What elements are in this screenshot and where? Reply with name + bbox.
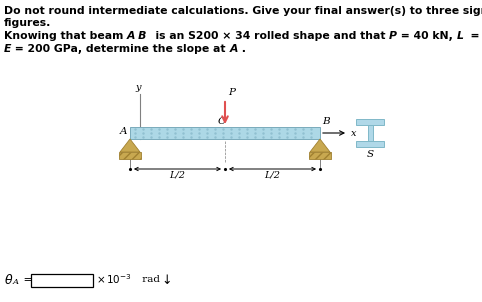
Text: $\theta$: $\theta$ [4, 273, 13, 287]
Text: y: y [135, 83, 141, 92]
Text: P: P [389, 31, 397, 41]
Text: rad: rad [139, 275, 160, 284]
Bar [356, 119, 384, 125]
Text: =: = [20, 275, 33, 285]
Text: x: x [351, 128, 357, 137]
Bar [309, 152, 331, 159]
Text: B: B [322, 117, 330, 126]
Text: = 200 GPa, determine the slope at: = 200 GPa, determine the slope at [12, 44, 229, 54]
Polygon shape [120, 139, 140, 152]
Text: L/2: L/2 [170, 171, 186, 180]
Text: Do not round intermediate calculations. Give your final answer(s) to three signi: Do not round intermediate calculations. … [4, 6, 482, 16]
Bar [130, 127, 320, 139]
Text: L: L [456, 31, 463, 41]
Text: ↓: ↓ [161, 275, 172, 288]
Bar [356, 141, 384, 147]
Text: A B: A B [127, 31, 147, 41]
Text: = 40 kN,: = 40 kN, [397, 31, 456, 41]
Text: A: A [229, 44, 238, 54]
Text: is an S200 × 34 rolled shape and that: is an S200 × 34 rolled shape and that [147, 31, 389, 41]
Text: = 3 m, and: = 3 m, and [463, 31, 482, 41]
Text: figures.: figures. [4, 18, 52, 28]
Text: A: A [120, 127, 127, 137]
Bar [31, 274, 93, 287]
Polygon shape [310, 139, 330, 152]
Bar [119, 152, 141, 159]
Text: C: C [218, 117, 226, 126]
Text: Knowing that beam: Knowing that beam [4, 31, 127, 41]
Text: L/2: L/2 [265, 171, 281, 180]
Text: E: E [4, 44, 12, 54]
Text: $\times\,10^{-3}$: $\times\,10^{-3}$ [96, 272, 132, 286]
Text: A: A [13, 278, 19, 287]
Text: .: . [238, 44, 246, 54]
Bar [367, 125, 373, 141]
Text: S: S [366, 150, 374, 159]
Text: P: P [228, 88, 235, 97]
